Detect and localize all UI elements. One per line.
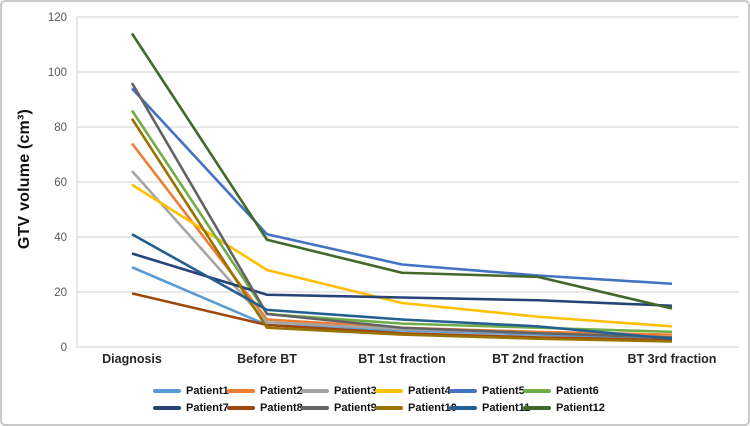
series-line-patient6 bbox=[130, 109, 673, 334]
legend-label: Patient7 bbox=[186, 402, 229, 414]
x-category-label: BT 3rd fraction bbox=[628, 352, 717, 366]
series-line-patient2 bbox=[130, 142, 673, 336]
legend-row: Patient7 Patient8 Patient9 Patient10 Patient… bbox=[153, 402, 605, 414]
chart-legend: Patient1 Patient2 Patient3 Patient4 Patient5… bbox=[2, 385, 748, 414]
legend-item-patient9: Patient9 bbox=[301, 402, 377, 414]
legend-row: Patient1 Patient2 Patient3 Patient4 Patient5… bbox=[153, 385, 599, 397]
series-line-patient9 bbox=[130, 82, 673, 339]
y-tick-label: 100 bbox=[48, 67, 67, 79]
legend-item-patient2: Patient2 bbox=[227, 385, 303, 397]
legend-item-patient7: Patient7 bbox=[153, 402, 229, 414]
series-line-patient5 bbox=[131, 87, 673, 286]
legend-line-swatch bbox=[449, 406, 477, 410]
legend-label: Patient2 bbox=[260, 385, 303, 397]
y-tick-label: 60 bbox=[54, 177, 67, 189]
legend-item-patient10: Patient10 bbox=[375, 402, 457, 414]
legend-line-swatch bbox=[153, 389, 181, 393]
legend-label: Patient9 bbox=[334, 402, 377, 414]
legend-label: Patient11 bbox=[482, 402, 531, 414]
legend-line-swatch bbox=[301, 389, 329, 393]
x-category-label: Diagnosis bbox=[102, 352, 162, 366]
legend-item-patient8: Patient8 bbox=[227, 402, 303, 414]
series-line-patient7 bbox=[131, 252, 673, 308]
legend-label: Patient6 bbox=[556, 385, 599, 397]
y-tick-label: 0 bbox=[61, 342, 67, 354]
series-line-patient8 bbox=[131, 292, 673, 342]
legend-line-swatch bbox=[375, 389, 403, 393]
legend-line-swatch bbox=[301, 406, 329, 410]
legend-label: Patient12 bbox=[556, 402, 605, 414]
legend-item-patient11: Patient11 bbox=[449, 402, 530, 414]
legend-label: Patient4 bbox=[408, 385, 451, 397]
y-tick-label: 120 bbox=[48, 12, 67, 24]
legend-item-patient3: Patient3 bbox=[301, 385, 377, 397]
series-line-patient11 bbox=[131, 233, 673, 341]
series-line-patient12 bbox=[130, 32, 673, 310]
legend-line-swatch bbox=[227, 406, 255, 410]
series-line-patient4 bbox=[131, 183, 673, 328]
legend-label: Patient8 bbox=[260, 402, 303, 414]
y-tick-label: 20 bbox=[54, 287, 67, 299]
legend-line-swatch bbox=[153, 406, 181, 410]
x-category-label: BT 2nd fraction bbox=[492, 352, 584, 366]
x-category-label: Before BT bbox=[237, 352, 297, 366]
legend-line-swatch bbox=[375, 406, 403, 410]
legend-item-patient12: Patient12 bbox=[523, 402, 605, 414]
legend-line-swatch bbox=[449, 389, 477, 393]
series-line-patient1 bbox=[131, 266, 673, 341]
legend-item-patient4: Patient4 bbox=[375, 385, 451, 397]
legend-line-swatch bbox=[227, 389, 255, 393]
x-category-label: BT 1st fraction bbox=[358, 352, 446, 366]
legend-label: Patient3 bbox=[334, 385, 377, 397]
legend-item-patient1: Patient1 bbox=[153, 385, 229, 397]
legend-item-patient5: Patient5 bbox=[449, 385, 525, 397]
legend-line-swatch bbox=[523, 389, 551, 393]
legend-label: Patient5 bbox=[482, 385, 525, 397]
y-tick-label: 80 bbox=[54, 122, 67, 134]
series-line-patient10 bbox=[130, 118, 673, 343]
legend-line-swatch bbox=[523, 406, 551, 410]
y-tick-label: 40 bbox=[54, 232, 67, 244]
legend-item-patient6: Patient6 bbox=[523, 385, 599, 397]
legend-label: Patient1 bbox=[186, 385, 229, 397]
legend-label: Patient10 bbox=[408, 402, 457, 414]
